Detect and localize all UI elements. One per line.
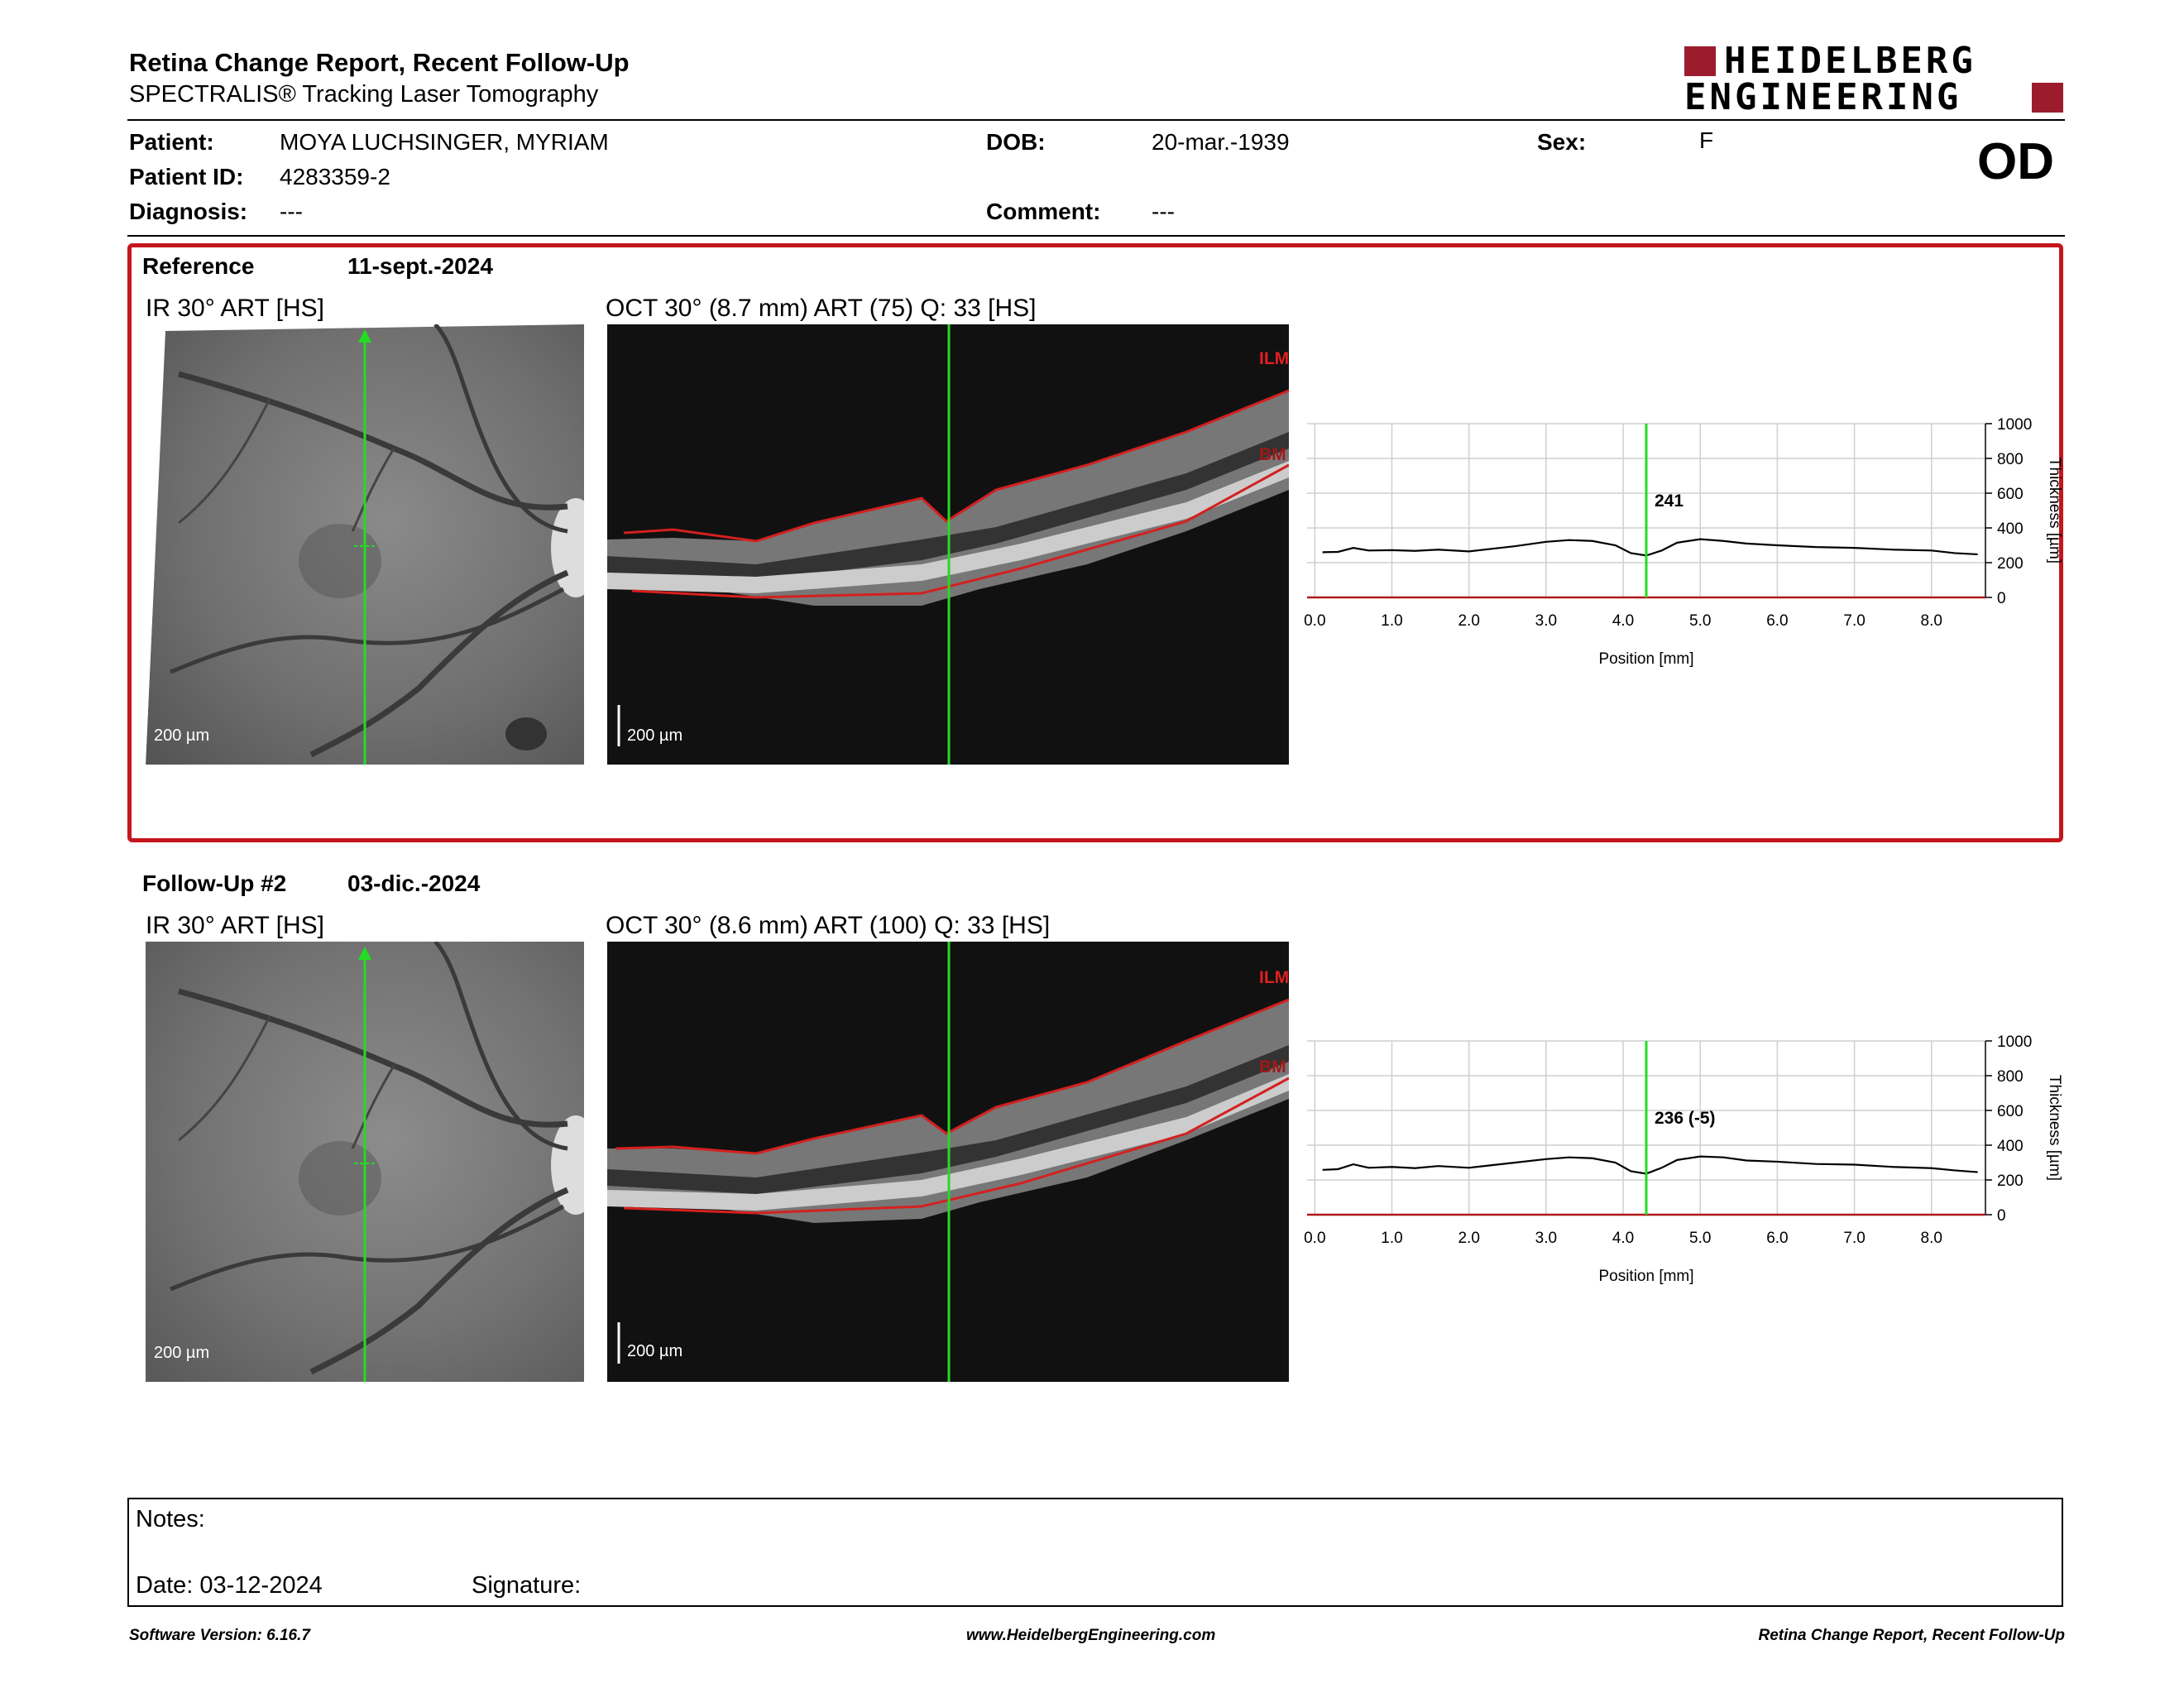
eye-indicator: OD <box>1977 133 2054 190</box>
notes-box: Notes: Date: 03-12-2024 Signature: <box>127 1498 2063 1607</box>
notes-label: Notes: <box>136 1506 205 1532</box>
x-tick-label: 7.0 <box>1843 612 1865 630</box>
comment-label: Comment: <box>986 199 1101 224</box>
sex-label: Sex: <box>1537 129 1587 155</box>
reference-highlight-box <box>127 243 2063 842</box>
x-tick-label: 1.0 <box>1381 612 1402 630</box>
patient-id-label: Patient ID: <box>129 164 244 189</box>
x-tick-label: 0.0 <box>1304 612 1325 630</box>
logo-square-icon <box>2032 83 2063 113</box>
comment-value: --- <box>1152 199 1175 224</box>
reference-ir-image: 200 µm <box>146 324 584 765</box>
x-tick-label: 2.0 <box>1458 612 1479 630</box>
y-tick-label: 400 <box>1997 520 2024 538</box>
date-field: Date: 03-12-2024 <box>136 1572 323 1599</box>
followup-oct-image: ILM BM 200 µm <box>607 942 1289 1382</box>
marker-value-label: 241 <box>1655 492 1684 511</box>
thickness-line <box>1322 538 1978 557</box>
report-title: Retina Change Report, Recent Follow-Up <box>129 48 630 77</box>
followup-oct-scale-label: 200 µm <box>627 1342 683 1360</box>
y-tick-label: 1000 <box>1997 416 2032 434</box>
x-tick-label: 8.0 <box>1921 612 1942 630</box>
reference-oct-image: ILM BM 200 µm <box>607 324 1289 765</box>
signature-field: Signature: <box>472 1572 582 1599</box>
reference-label: Reference <box>142 253 255 279</box>
y-axis-label: Thickness [µm] <box>2046 1075 2063 1181</box>
y-tick-label: 600 <box>1997 486 2024 503</box>
x-tick-label: 6.0 <box>1766 612 1788 630</box>
info-divider <box>127 235 2065 237</box>
y-tick-label: 400 <box>1997 1138 2024 1155</box>
x-tick-label: 0.0 <box>1304 1230 1325 1247</box>
followup-date: 03-dic.-2024 <box>347 870 481 896</box>
patient-id: 4283359-2 <box>280 164 390 189</box>
y-tick-label: 800 <box>1997 451 2024 468</box>
x-axis-label: Position [mm] <box>1598 650 1693 668</box>
footer-website-link[interactable]: www.HeidelbergEngineering.com <box>966 1627 1216 1644</box>
logo-line2: ENGINEERING <box>1684 76 1962 118</box>
reference-ilm-label: ILM <box>1259 349 1289 368</box>
y-tick-label: 200 <box>1997 555 2024 573</box>
x-tick-label: 6.0 <box>1766 1230 1788 1247</box>
followup-ilm-label: ILM <box>1259 968 1289 987</box>
logo-line1: HEIDELBERG <box>1724 40 1976 82</box>
reference-thickness-chart: 0.0 1.0 2.0 3.0 4.0 5.0 6.0 7.0 8.0 0 200 400 600 800… <box>1304 416 2063 668</box>
y-tick-label: 600 <box>1997 1103 2024 1120</box>
footer-software-version: Software Version: 6.16.7 <box>129 1627 310 1644</box>
reference-ir-title: IR 30° ART [HS] <box>146 295 324 322</box>
patient-label: Patient: <box>129 129 214 155</box>
diagnosis-value: --- <box>280 199 303 224</box>
y-tick-label: 200 <box>1997 1172 2024 1190</box>
dob-value: 20-mar.-1939 <box>1152 129 1290 155</box>
dob-label: DOB: <box>986 129 1046 155</box>
x-axis-label: Position [mm] <box>1598 1268 1693 1285</box>
x-tick-label: 4.0 <box>1612 612 1634 630</box>
diagnosis-label: Diagnosis: <box>129 199 248 224</box>
reference-oct-title: OCT 30° (8.7 mm) ART (75) Q: 33 [HS] <box>606 295 1037 322</box>
reference-ir-scale-label: 200 µm <box>154 727 210 745</box>
followup-label: Follow-Up #2 <box>142 870 287 896</box>
x-tick-label: 3.0 <box>1535 612 1557 630</box>
followup-ir-image: 200 µm <box>146 942 584 1382</box>
x-tick-label: 5.0 <box>1689 612 1711 630</box>
y-tick-label: 1000 <box>1997 1033 2032 1051</box>
x-tick-label: 1.0 <box>1381 1230 1402 1247</box>
x-tick-label: 7.0 <box>1843 1230 1865 1247</box>
followup-thickness-chart: 0.0 1.0 2.0 3.0 4.0 5.0 6.0 7.0 8.0 0 200 400 600 800… <box>1304 1033 2063 1285</box>
patient-name: MOYA LUCHSINGER, MYRIAM <box>280 129 609 155</box>
footer-report-name: Retina Change Report, Recent Follow-Up <box>1758 1627 2065 1644</box>
x-tick-label: 3.0 <box>1535 1230 1557 1247</box>
y-axis-label: Thickness [µm] <box>2046 458 2063 563</box>
followup-oct-title: OCT 30° (8.6 mm) ART (100) Q: 33 [HS] <box>606 912 1051 939</box>
logo-square-icon <box>1684 46 1716 76</box>
x-tick-label: 2.0 <box>1458 1230 1479 1247</box>
x-tick-label: 4.0 <box>1612 1230 1634 1247</box>
reference-date: 11-sept.-2024 <box>347 253 493 279</box>
sex-value: F <box>1699 127 1714 153</box>
followup-bm-label: BM <box>1259 1057 1286 1077</box>
reference-bm-label: BM <box>1259 445 1286 464</box>
followup-ir-scale-label: 200 µm <box>154 1344 210 1362</box>
y-tick-label: 800 <box>1997 1068 2024 1086</box>
x-tick-label: 5.0 <box>1689 1230 1711 1247</box>
marker-value-label: 236 (-5) <box>1655 1109 1716 1128</box>
followup-ir-title: IR 30° ART [HS] <box>146 912 324 939</box>
header-divider <box>127 119 2065 121</box>
x-tick-label: 8.0 <box>1921 1230 1942 1247</box>
reference-oct-scale-label: 200 µm <box>627 727 683 745</box>
report-subtitle: SPECTRALIS® Tracking Laser Tomography <box>129 81 599 108</box>
y-tick-label: 0 <box>1997 1207 2006 1225</box>
y-tick-label: 0 <box>1997 590 2006 607</box>
thickness-line <box>1322 1155 1978 1175</box>
